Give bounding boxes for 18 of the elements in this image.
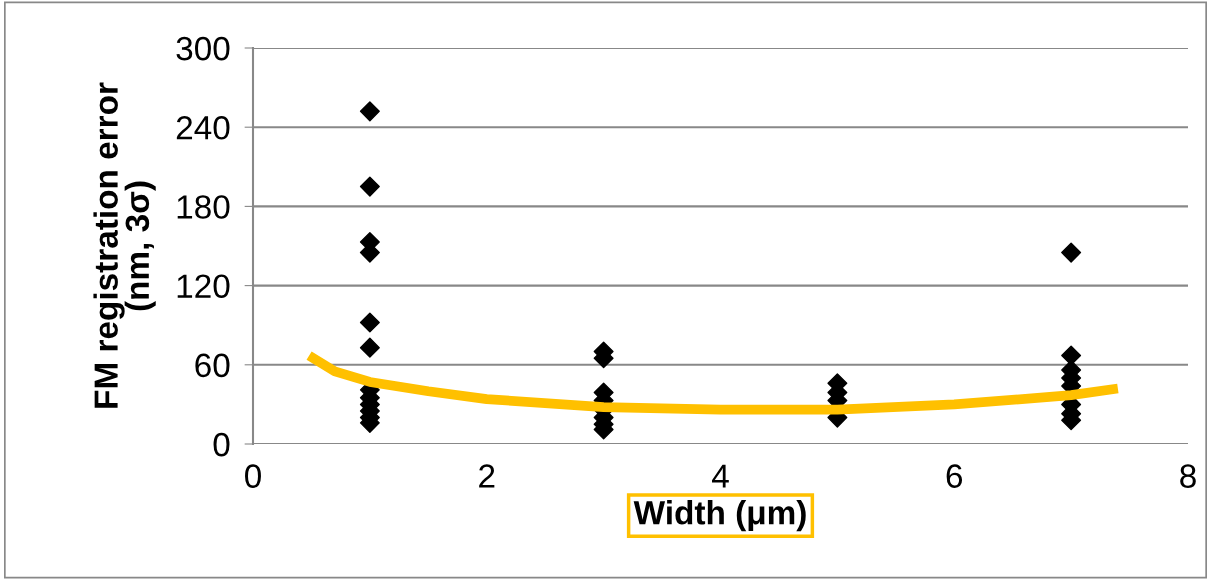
x-tick-label: 6 — [946, 464, 963, 488]
y-tick-label: 60 — [195, 353, 230, 378]
point — [1061, 242, 1082, 263]
x-tick-label: 4 — [712, 464, 729, 488]
y-tick-label: 300 — [176, 36, 230, 61]
y-tick-label: 240 — [176, 116, 230, 140]
x-tick-label: 8 — [1180, 464, 1196, 488]
point — [359, 101, 380, 122]
point — [359, 176, 380, 197]
point — [359, 337, 380, 358]
x-tick-label: 2 — [479, 464, 495, 488]
x-axis-title: Width (μm) — [633, 500, 806, 532]
point — [359, 312, 380, 333]
y-tick-label: 120 — [177, 274, 230, 299]
y-tick-label: 180 — [177, 195, 230, 219]
x-tick-label: 0 — [245, 464, 261, 488]
y-tick-label: 0 — [213, 432, 230, 457]
y-axis-title: FM registration error (nm, 3σ) — [93, 82, 156, 408]
